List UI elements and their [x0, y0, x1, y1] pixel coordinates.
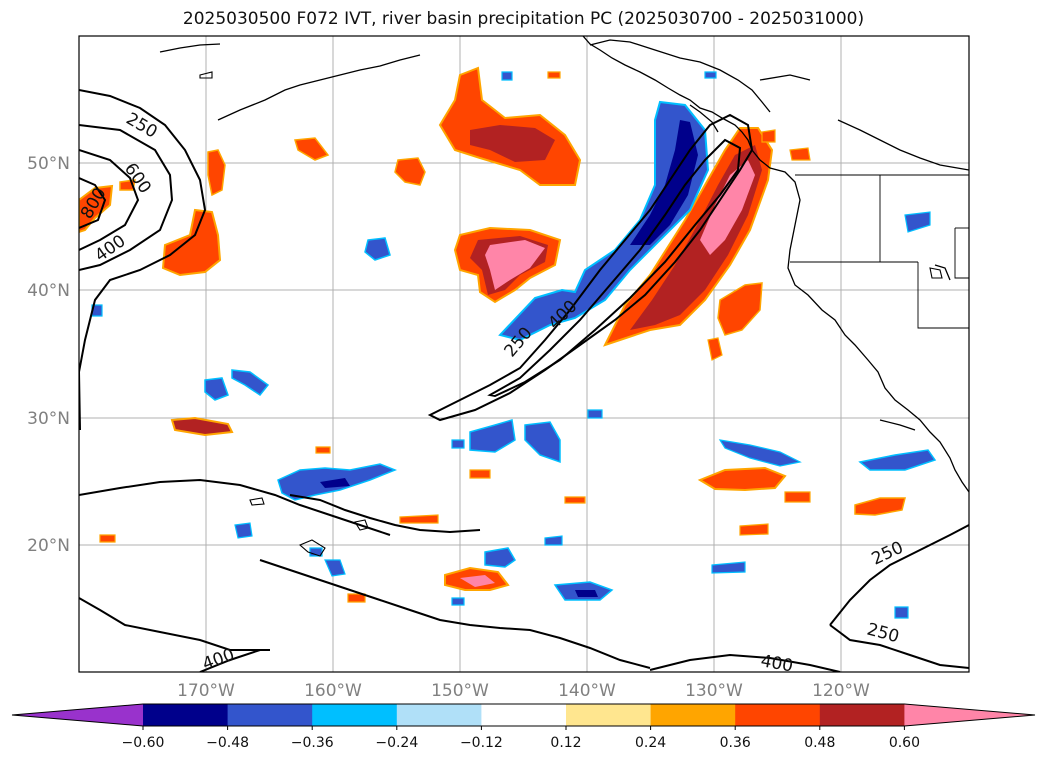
colorbar-extend-max [904, 704, 1035, 726]
colorbar-tick-label: 0.60 [889, 735, 920, 751]
pc-field-central-blob [453, 226, 562, 304]
lat-label-20n: 20°N [27, 536, 70, 556]
ivt-contour-250-south-west [79, 478, 391, 536]
lon-label-140w: 140°W [558, 681, 616, 701]
colorbar-segment [143, 704, 229, 726]
pc-field-north-pacific-blob [438, 66, 582, 186]
colorbar-tick-label: 0.24 [635, 735, 666, 751]
longitude-labels: 170°W 160°W 150°W 140°W 130°W 120°W [177, 681, 870, 701]
colorbar-segment [566, 704, 652, 726]
colorbar-segment [481, 704, 567, 726]
lon-label-130w: 130°W [685, 681, 743, 701]
colorbar-tick-label: −0.60 [122, 735, 165, 751]
lat-label-50n: 50°N [27, 154, 70, 174]
colorbar-tick-label: −0.36 [291, 735, 334, 751]
lon-label-160w: 160°W [304, 681, 362, 701]
ivt-contour-400-sw-bottom [199, 649, 261, 672]
ivt-contour-250-west [79, 89, 207, 431]
ivt-contours [79, 89, 969, 672]
ivt-contour-mid [289, 494, 481, 534]
lat-label-40n: 40°N [27, 281, 70, 301]
ivt-contour-400-west [79, 124, 174, 271]
ivt-contour-400-south [649, 653, 841, 672]
colorbar-segment [227, 704, 313, 726]
coastlines [159, 36, 969, 493]
lon-label-120w: 120°W [812, 681, 870, 701]
lon-label-170w: 170°W [177, 681, 235, 701]
colorbar-tick-label: −0.48 [206, 735, 249, 751]
lon-label-150w: 150°W [431, 681, 489, 701]
colorbar-tick-label: 0.36 [720, 735, 751, 751]
map-title: 2025030500 F072 IVT, river basin precipi… [182, 9, 865, 29]
ivt-contour-400-sw [79, 597, 270, 651]
ivt-contour-250-se-lower [829, 624, 969, 669]
contour-label-400-south: 400 [759, 651, 794, 676]
colorbar-segment [312, 704, 398, 726]
pc-field-scattered-cells [91, 71, 937, 619]
colorbar-segment [819, 704, 905, 726]
pc-field-offshore-band [498, 100, 710, 342]
colorbar-segment [396, 704, 482, 726]
pc-field-small-cells [99, 71, 906, 603]
colorbar-tick-label: −0.24 [375, 735, 418, 751]
ivt-contour-250-se [829, 524, 969, 626]
lat-label-30n: 30°N [27, 409, 70, 429]
pc-positive-fields [79, 66, 906, 603]
colorbar-segment [735, 704, 821, 726]
colorbar-extend-min [12, 704, 143, 726]
islands [199, 71, 943, 557]
ivt-contour-800-west [79, 177, 107, 229]
latitude-labels: 50°N 40°N 30°N 20°N [27, 154, 70, 556]
colorbar: −0.60 −0.48 −0.36 −0.24 −0.12 0.12 0.24 0.36 0.4… [11, 703, 1036, 751]
ivt-contour-250-south [259, 559, 651, 669]
state-borders [790, 174, 969, 329]
colorbar-tick-label: 0.12 [550, 735, 581, 751]
colorbar-tick-label: −0.12 [460, 735, 503, 751]
pc-negative-fields [91, 71, 937, 619]
colorbar-segment [650, 704, 736, 726]
map-frame [78, 35, 970, 673]
colorbar-tick-label: 0.48 [804, 735, 835, 751]
ivt-contour-400-ar [487, 138, 742, 398]
ivt-contour-600-west [79, 149, 140, 251]
